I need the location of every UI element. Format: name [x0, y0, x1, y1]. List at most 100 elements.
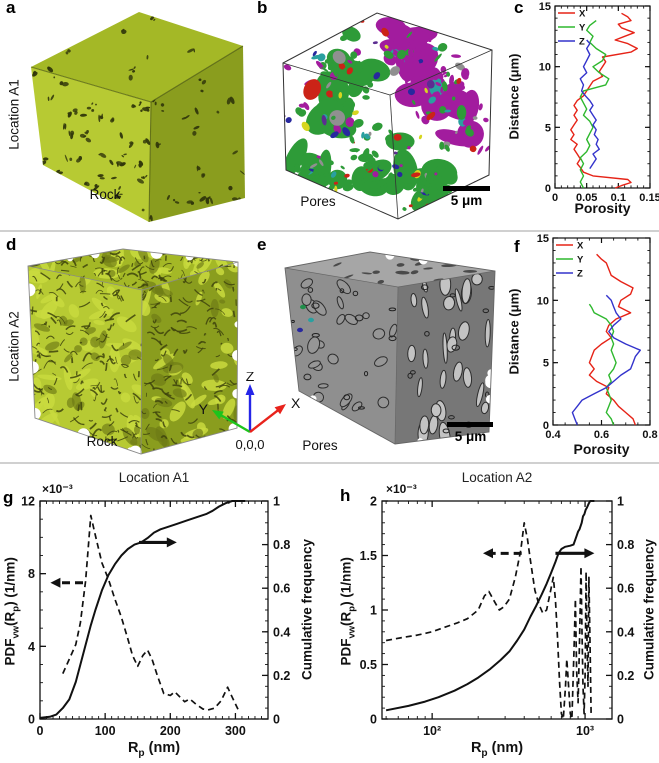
svg-text:0: 0: [545, 183, 551, 195]
row-divider-1: [0, 230, 659, 232]
panel-b: b Pores 5 μm: [255, 0, 500, 230]
g-title: Location A1: [118, 470, 190, 485]
svg-text:0.8: 0.8: [642, 429, 657, 441]
svg-text:0: 0: [552, 192, 558, 204]
svg-text:0: 0: [37, 724, 44, 738]
g-ylabel-sub-p: p: [10, 605, 22, 612]
pores-cube-a2-3d: [284, 251, 496, 445]
g-right-y-axis-label: Cumulative frequency: [299, 538, 315, 681]
panel-letter-b: b: [257, 0, 268, 17]
h-ylabel-sub-p: p: [346, 605, 358, 612]
h-ylabel-paren: (R: [338, 611, 354, 626]
h-left-y-axis-label: PDFvw(Rp) (1/nm): [339, 521, 358, 701]
g-ylabel-paren: (R: [2, 611, 18, 626]
svg-text:10³: 10³: [576, 724, 594, 738]
panel-g: g Location A1 ×10⁻³ 0 100 200 300 0 4 8 12 0 0.2 0…: [0, 464, 330, 763]
side-label-location-a1: Location A1: [6, 79, 22, 150]
svg-text:0.15: 0.15: [639, 192, 659, 204]
svg-text:0.4: 0.4: [617, 625, 634, 639]
svg-text:0: 0: [273, 713, 280, 727]
porosity-profile-chart-a2: 0.4 0.6 0.8 0 5 10 15 XYZ: [537, 233, 658, 441]
svg-text:0.8: 0.8: [273, 538, 290, 552]
panel-e: e Pores 5 μm: [255, 231, 500, 462]
panel-letter-e: e: [257, 235, 267, 254]
panel-letter-h: h: [340, 486, 351, 505]
scale-bar-e: [447, 422, 493, 427]
g-scale-note: ×10⁻³: [42, 482, 73, 496]
panel-letter-c: c: [514, 0, 524, 17]
caption-pores-a1: Pores: [300, 194, 336, 209]
svg-text:Z: Z: [579, 37, 585, 48]
caption-rock-a1: Rock: [89, 187, 121, 202]
svg-text:1: 1: [617, 495, 624, 509]
c-x-axis-label: Porosity: [574, 200, 631, 216]
panel-a: a Location A1 Rock: [0, 0, 255, 230]
svg-text:Y: Y: [579, 23, 586, 34]
svg-text:0.1: 0.1: [611, 192, 626, 204]
pores-cube-a1-3d: [282, 12, 493, 220]
svg-text:300: 300: [225, 724, 246, 738]
h-title: Location A2: [461, 470, 533, 485]
h-xlabel-r: R: [470, 740, 482, 756]
svg-text:0.6: 0.6: [617, 582, 634, 596]
svg-text:X: X: [577, 241, 584, 252]
svg-text:0: 0: [543, 420, 549, 432]
panel-letter-f: f: [514, 237, 520, 256]
h-scale-note: ×10⁻³: [386, 482, 417, 496]
g-xlabel-units: (nm): [144, 740, 181, 756]
svg-text:0.6: 0.6: [594, 429, 609, 441]
scale-bar-label-b: 5 μm: [450, 193, 483, 208]
h-ylabel-sub-vw: vw: [346, 625, 358, 639]
xyz-axis-triad: Z Y X 0,0,0: [199, 372, 301, 452]
g-xlabel-r: R: [127, 740, 139, 756]
h-xlabel-units: (nm): [487, 740, 524, 756]
svg-text:1: 1: [273, 495, 280, 509]
rock-cube-a2-3d: [27, 248, 239, 455]
svg-text:0.4: 0.4: [545, 429, 561, 441]
panel-letter-d: d: [6, 235, 17, 254]
h-ylabel-units: ) (1/nm): [338, 557, 354, 606]
caption-rock-a2: Rock: [86, 434, 118, 449]
h-right-y-axis-label: Cumulative frequency: [641, 538, 657, 681]
f-y-axis-label: Distance (μm): [506, 288, 522, 375]
svg-text:0.2: 0.2: [617, 669, 634, 683]
panel-letter-a: a: [6, 0, 16, 17]
caption-pores-a2: Pores: [302, 438, 338, 453]
panel-d: d Location A2 Rock: [0, 231, 255, 462]
svg-text:100: 100: [95, 724, 116, 738]
svg-text:1: 1: [370, 604, 377, 618]
g-xlabel-sub-p: p: [138, 747, 145, 759]
row-divider-2: [0, 462, 659, 464]
svg-text:0.2: 0.2: [273, 669, 290, 683]
svg-text:12: 12: [21, 495, 35, 509]
rock-cube-a1-3d: [30, 12, 245, 223]
panel-c: c 0 0.05 0.1 0.15 0 5 10 15 X Y Z Distance (μm) Po…: [500, 0, 659, 230]
svg-text:2: 2: [370, 495, 377, 509]
panel-h: h Location A2 ×10⁻³ 10² 10³ 0 0.5 1 1.5 2 0 0.2 0…: [330, 464, 659, 763]
svg-text:4: 4: [28, 640, 35, 654]
svg-text:8: 8: [28, 567, 35, 581]
svg-text:0.4: 0.4: [273, 625, 290, 639]
svg-text:0.6: 0.6: [273, 582, 290, 596]
svg-text:X: X: [291, 395, 301, 411]
pdf-chart-a1: 0 100 200 300 0 4 8 12 0 0.2 0.4 0.6 0.8 1: [21, 495, 290, 739]
g-ylabel-units: ) (1/nm): [2, 557, 18, 606]
svg-text:10: 10: [539, 62, 551, 74]
svg-text:0.5: 0.5: [360, 658, 377, 672]
h-x-axis-label: Rp (nm): [382, 740, 612, 759]
svg-text:0: 0: [370, 713, 377, 727]
porosity-profile-chart-a1: 0 0.05 0.1 0.15 0 5 10 15 XYZ: [539, 1, 659, 204]
svg-text:1.5: 1.5: [360, 549, 377, 563]
f-x-axis-label: Porosity: [573, 441, 630, 457]
g-x-axis-label: Rp (nm): [40, 740, 268, 759]
svg-text:5: 5: [545, 122, 551, 134]
pdf-chart-a2: 10² 10³ 0 0.5 1 1.5 2 0 0.2 0.4 0.6 0.8 1: [360, 495, 635, 739]
svg-text:15: 15: [537, 233, 549, 245]
scale-bar-b: [443, 186, 490, 191]
panel-letter-g: g: [3, 488, 14, 507]
panel-f: f 0.4 0.6 0.8 0 5 10 15 X Y Z Distance (μm) Poros…: [500, 231, 659, 462]
svg-text:Z: Z: [577, 269, 583, 280]
svg-text:5: 5: [543, 358, 549, 370]
svg-text:0.05: 0.05: [576, 192, 597, 204]
